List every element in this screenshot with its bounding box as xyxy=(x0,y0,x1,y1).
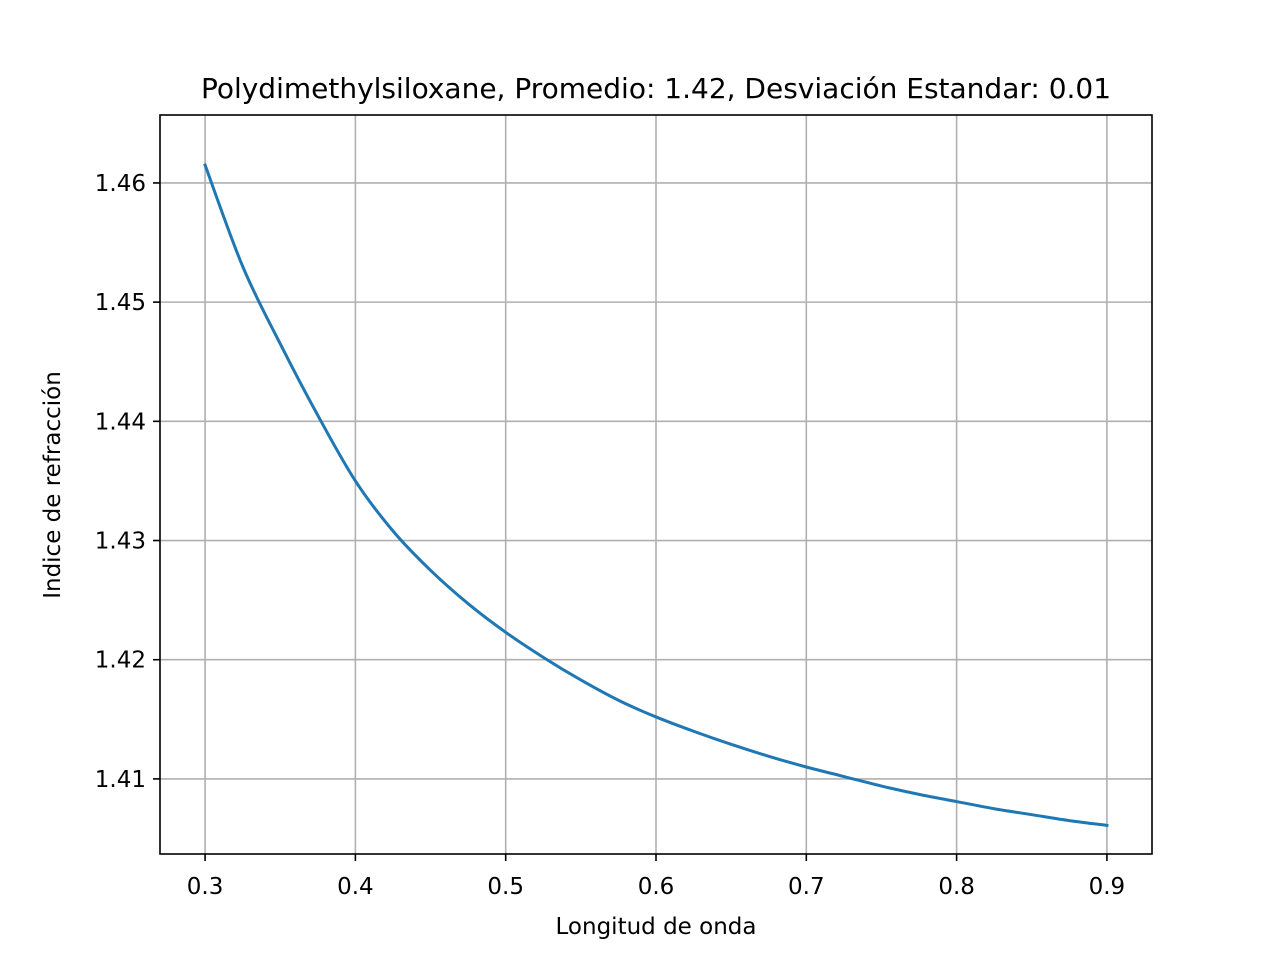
y-tick-label: 1.45 xyxy=(95,290,146,316)
x-tick-label: 0.4 xyxy=(337,874,374,900)
y-tick-label: 1.46 xyxy=(95,171,146,197)
y-axis-label: Indice de refracción xyxy=(40,371,66,599)
x-tick-label: 0.7 xyxy=(788,874,825,900)
x-tick-label: 0.6 xyxy=(638,874,675,900)
chart-title: Polydimethylsiloxane, Promedio: 1.42, De… xyxy=(201,72,1111,105)
x-tick-label: 0.5 xyxy=(487,874,524,900)
x-tick-label: 0.3 xyxy=(187,874,224,900)
y-tick-label: 1.43 xyxy=(95,529,146,555)
y-tick-label: 1.42 xyxy=(95,648,146,674)
x-tick-label: 0.8 xyxy=(938,874,975,900)
x-tick-label: 0.9 xyxy=(1089,874,1126,900)
y-tick-label: 1.41 xyxy=(95,767,146,793)
y-tick-label: 1.44 xyxy=(95,409,146,435)
x-axis-label: Longitud de onda xyxy=(556,914,757,940)
